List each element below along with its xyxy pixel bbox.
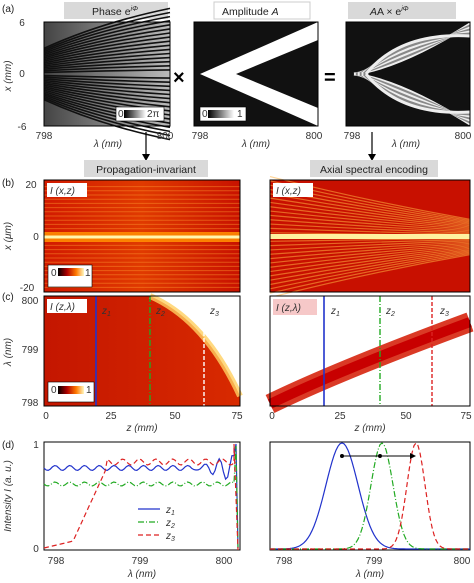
prod-xtick-800: 800 — [455, 131, 472, 142]
title-box-product — [348, 2, 456, 19]
d-right-xtick-799: 799 — [366, 556, 383, 567]
b-right-label-box — [273, 183, 313, 197]
c-right-z1: z1 — [330, 306, 340, 318]
label-axial-spectral-encoding: Axial spectral encoding — [320, 164, 428, 176]
amp-colorbar-max: 1 — [237, 109, 243, 120]
c-left-xtick-75: 75 — [231, 411, 243, 422]
multiply-operator: × — [173, 67, 185, 89]
c-left-xtick-50: 50 — [169, 411, 181, 422]
title-box-amplitude — [213, 1, 311, 20]
c-ytick-800: 800 — [22, 296, 39, 307]
spectra-right — [269, 441, 471, 551]
amp-xlabel: λ (nm) — [241, 139, 270, 150]
spectra-legend: z1 z2 z3 — [138, 505, 175, 543]
arrow-left-head — [142, 154, 150, 161]
b-ylabel: x (μm) — [3, 222, 14, 251]
b-ytick-top: 20 — [25, 180, 37, 191]
c-right-label-box — [273, 299, 317, 315]
d-left-xlabel: λ (nm) — [127, 569, 156, 580]
panel-label-a: (a) — [2, 4, 14, 15]
c-right-xtick-75: 75 — [460, 411, 472, 422]
phase-colorbar-min: 0 — [118, 109, 124, 120]
title-phase: Phase eiΦ — [92, 6, 138, 18]
row-a-ytick-bot: -6 — [18, 122, 27, 133]
c-colorbar-max: 1 — [86, 385, 92, 396]
row-a-ylabel: x (mm) — [3, 60, 14, 92]
amp-xtick-800: 800 — [306, 131, 323, 142]
equals-operator: = — [324, 67, 336, 89]
c-left-z1: z1 — [101, 306, 111, 318]
d-right-xtick-798: 798 — [276, 556, 293, 567]
c-ylabel: λ (nm) — [3, 338, 14, 367]
phase-xlabel: λ (nm) — [93, 139, 122, 150]
d-right-xlabel: λ (nm) — [355, 569, 384, 580]
prod-xtick-798: 798 — [344, 131, 361, 142]
phase-colorbar-max: 2π — [147, 109, 160, 120]
b-ytick-bot: -20 — [20, 283, 35, 294]
c-right-xtick-0: 0 — [269, 411, 275, 422]
c-right-xtick-50: 50 — [400, 411, 412, 422]
b-right-label: I (x,z) — [276, 186, 301, 197]
b-ytick-mid: 0 — [33, 232, 39, 243]
panel-label-b: (b) — [2, 178, 14, 189]
c-colorbar-min: 0 — [51, 385, 57, 396]
shift-arrow-head — [410, 453, 416, 459]
c-left-xlabel: z (mm) — [125, 423, 157, 434]
c-left-z3: z3 — [209, 306, 219, 318]
b-left-label-box — [47, 183, 87, 197]
intensity-xz-right — [269, 175, 471, 299]
c-left-label-box — [47, 299, 87, 313]
c-ytick-798: 798 — [22, 398, 39, 409]
d-left-xtick-799: 799 — [132, 556, 149, 567]
amplitude-map: 0 1 — [193, 21, 319, 127]
c-right-xlabel: z (mm) — [353, 423, 385, 434]
b-left-label: I (x,z) — [50, 186, 75, 197]
legend-z2: z2 — [165, 518, 175, 530]
d-left-xtick-798: 798 — [48, 556, 65, 567]
d-ytick-1: 1 — [33, 440, 39, 451]
spectra-left — [43, 441, 241, 551]
c-right-z3: z3 — [439, 306, 449, 318]
c-left-xtick-0: 0 — [43, 411, 49, 422]
c-right-xtick-25: 25 — [334, 411, 346, 422]
panel-label-c: (c) — [2, 292, 14, 303]
panel-label-d: (d) — [2, 440, 14, 451]
label-propagation-invariant: Propagation-invariant — [96, 164, 196, 176]
row-a-ytick-mid: 0 — [19, 69, 25, 80]
d-ylabel: Intensity I (a. u.) — [3, 460, 14, 532]
c-ytick-799: 799 — [22, 345, 39, 356]
b-colorbar-max: 1 — [85, 268, 91, 279]
label-box-left — [84, 160, 208, 177]
legend-z3: z3 — [165, 531, 175, 543]
title-amplitude: Amplitude A — [222, 6, 279, 18]
legend-z1: z1 — [165, 505, 175, 517]
c-left-label: I (z,λ) — [50, 302, 75, 313]
d-right-xtick-800: 800 — [454, 556, 471, 567]
arrow-right-head — [368, 154, 376, 161]
d-ytick-0: 0 — [33, 544, 39, 555]
prod-xlabel: λ (nm) — [391, 139, 420, 150]
d-left-xtick-800: 800 — [216, 556, 233, 567]
phase-xtick-800: 800 — [157, 131, 174, 142]
row-a-ytick-top: 6 — [19, 18, 25, 29]
b-colorbar-min: 0 — [51, 268, 57, 279]
c-left-xtick-25: 25 — [105, 411, 117, 422]
label-box-right — [310, 160, 438, 177]
title-product: AA × eiΦ — [369, 6, 409, 18]
amp-colorbar-min: 0 — [202, 109, 208, 120]
product-map — [345, 21, 471, 127]
amp-xtick-798: 798 — [192, 131, 209, 142]
c-right-z2: z2 — [385, 306, 395, 318]
c-left-z2: z2 — [155, 306, 165, 318]
phase-map: 0 2π — [43, 7, 171, 141]
phase-xtick-798: 798 — [36, 131, 53, 142]
c-right-label: I (z,λ) — [276, 303, 301, 314]
